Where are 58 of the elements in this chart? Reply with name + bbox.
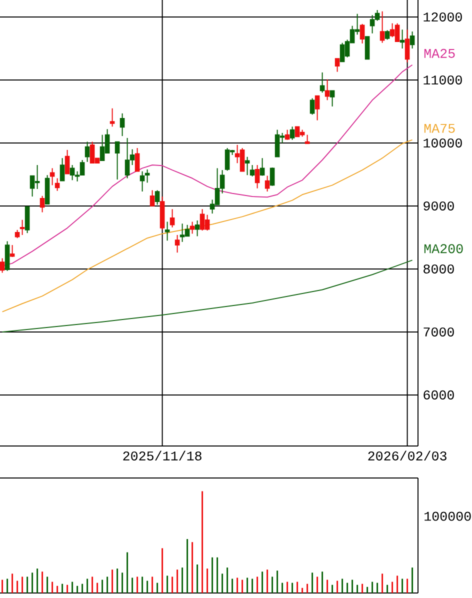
candlestick <box>284 129 290 140</box>
text: 100000 <box>424 512 471 521</box>
candlestick <box>164 221 170 242</box>
candlestick <box>384 30 390 40</box>
y-tick-label: 11000 <box>424 75 462 85</box>
candlestick <box>20 219 25 236</box>
candlestick <box>290 126 295 140</box>
candlestick <box>310 98 315 116</box>
candlestick <box>324 78 330 101</box>
y-tick-label: 6000 <box>424 390 454 400</box>
candlestick <box>270 167 275 186</box>
candlestick <box>264 175 270 192</box>
x-tick-label: 2026/02/03 <box>368 450 446 460</box>
line-series <box>2 139 413 312</box>
candlestick <box>134 148 140 172</box>
candlestick <box>170 208 175 228</box>
candlestick <box>110 108 115 128</box>
candlestick <box>254 164 260 189</box>
candlestick <box>54 178 60 192</box>
candlestick <box>64 149 70 174</box>
candlestick <box>364 36 370 60</box>
candlestick <box>24 206 30 234</box>
candlestick <box>120 112 125 137</box>
candlestick <box>190 221 195 234</box>
candlestick <box>260 158 265 176</box>
candlestick <box>334 58 340 72</box>
candlestick <box>0 258 5 274</box>
candlestick <box>330 90 335 107</box>
y-tick-label: 7000 <box>424 327 454 336</box>
candlestick <box>40 195 45 213</box>
candlestick <box>400 29 405 49</box>
candlestick <box>314 95 320 121</box>
candlestick <box>244 156 250 176</box>
y-tick-label: 9000 <box>424 201 454 211</box>
candlestick <box>410 30 415 49</box>
candlestick <box>404 29 410 63</box>
candlestick <box>140 170 145 192</box>
y-tick-label: 8000 <box>424 264 454 274</box>
candlestick <box>150 190 155 206</box>
line-series <box>2 260 413 332</box>
candlestick <box>154 190 160 206</box>
candlestick <box>320 72 325 94</box>
candlestick <box>60 158 65 182</box>
candlestick <box>114 141 120 180</box>
candlestick <box>50 168 55 186</box>
series-label: MA200 <box>424 244 463 254</box>
series-label: MA75 <box>424 124 455 133</box>
y-tick-label: 10000 <box>424 138 462 148</box>
candlestick <box>250 164 255 177</box>
candlestick <box>380 10 385 44</box>
y-tick-label: 12000 <box>424 12 462 22</box>
candlestick <box>144 168 150 184</box>
series-label: MA25 <box>424 48 455 58</box>
candlestick <box>194 220 200 237</box>
candlestick <box>84 141 90 162</box>
candlestick <box>360 23 365 44</box>
candlestick <box>174 234 180 254</box>
x-tick-label: 2025/11/18 <box>123 450 202 460</box>
